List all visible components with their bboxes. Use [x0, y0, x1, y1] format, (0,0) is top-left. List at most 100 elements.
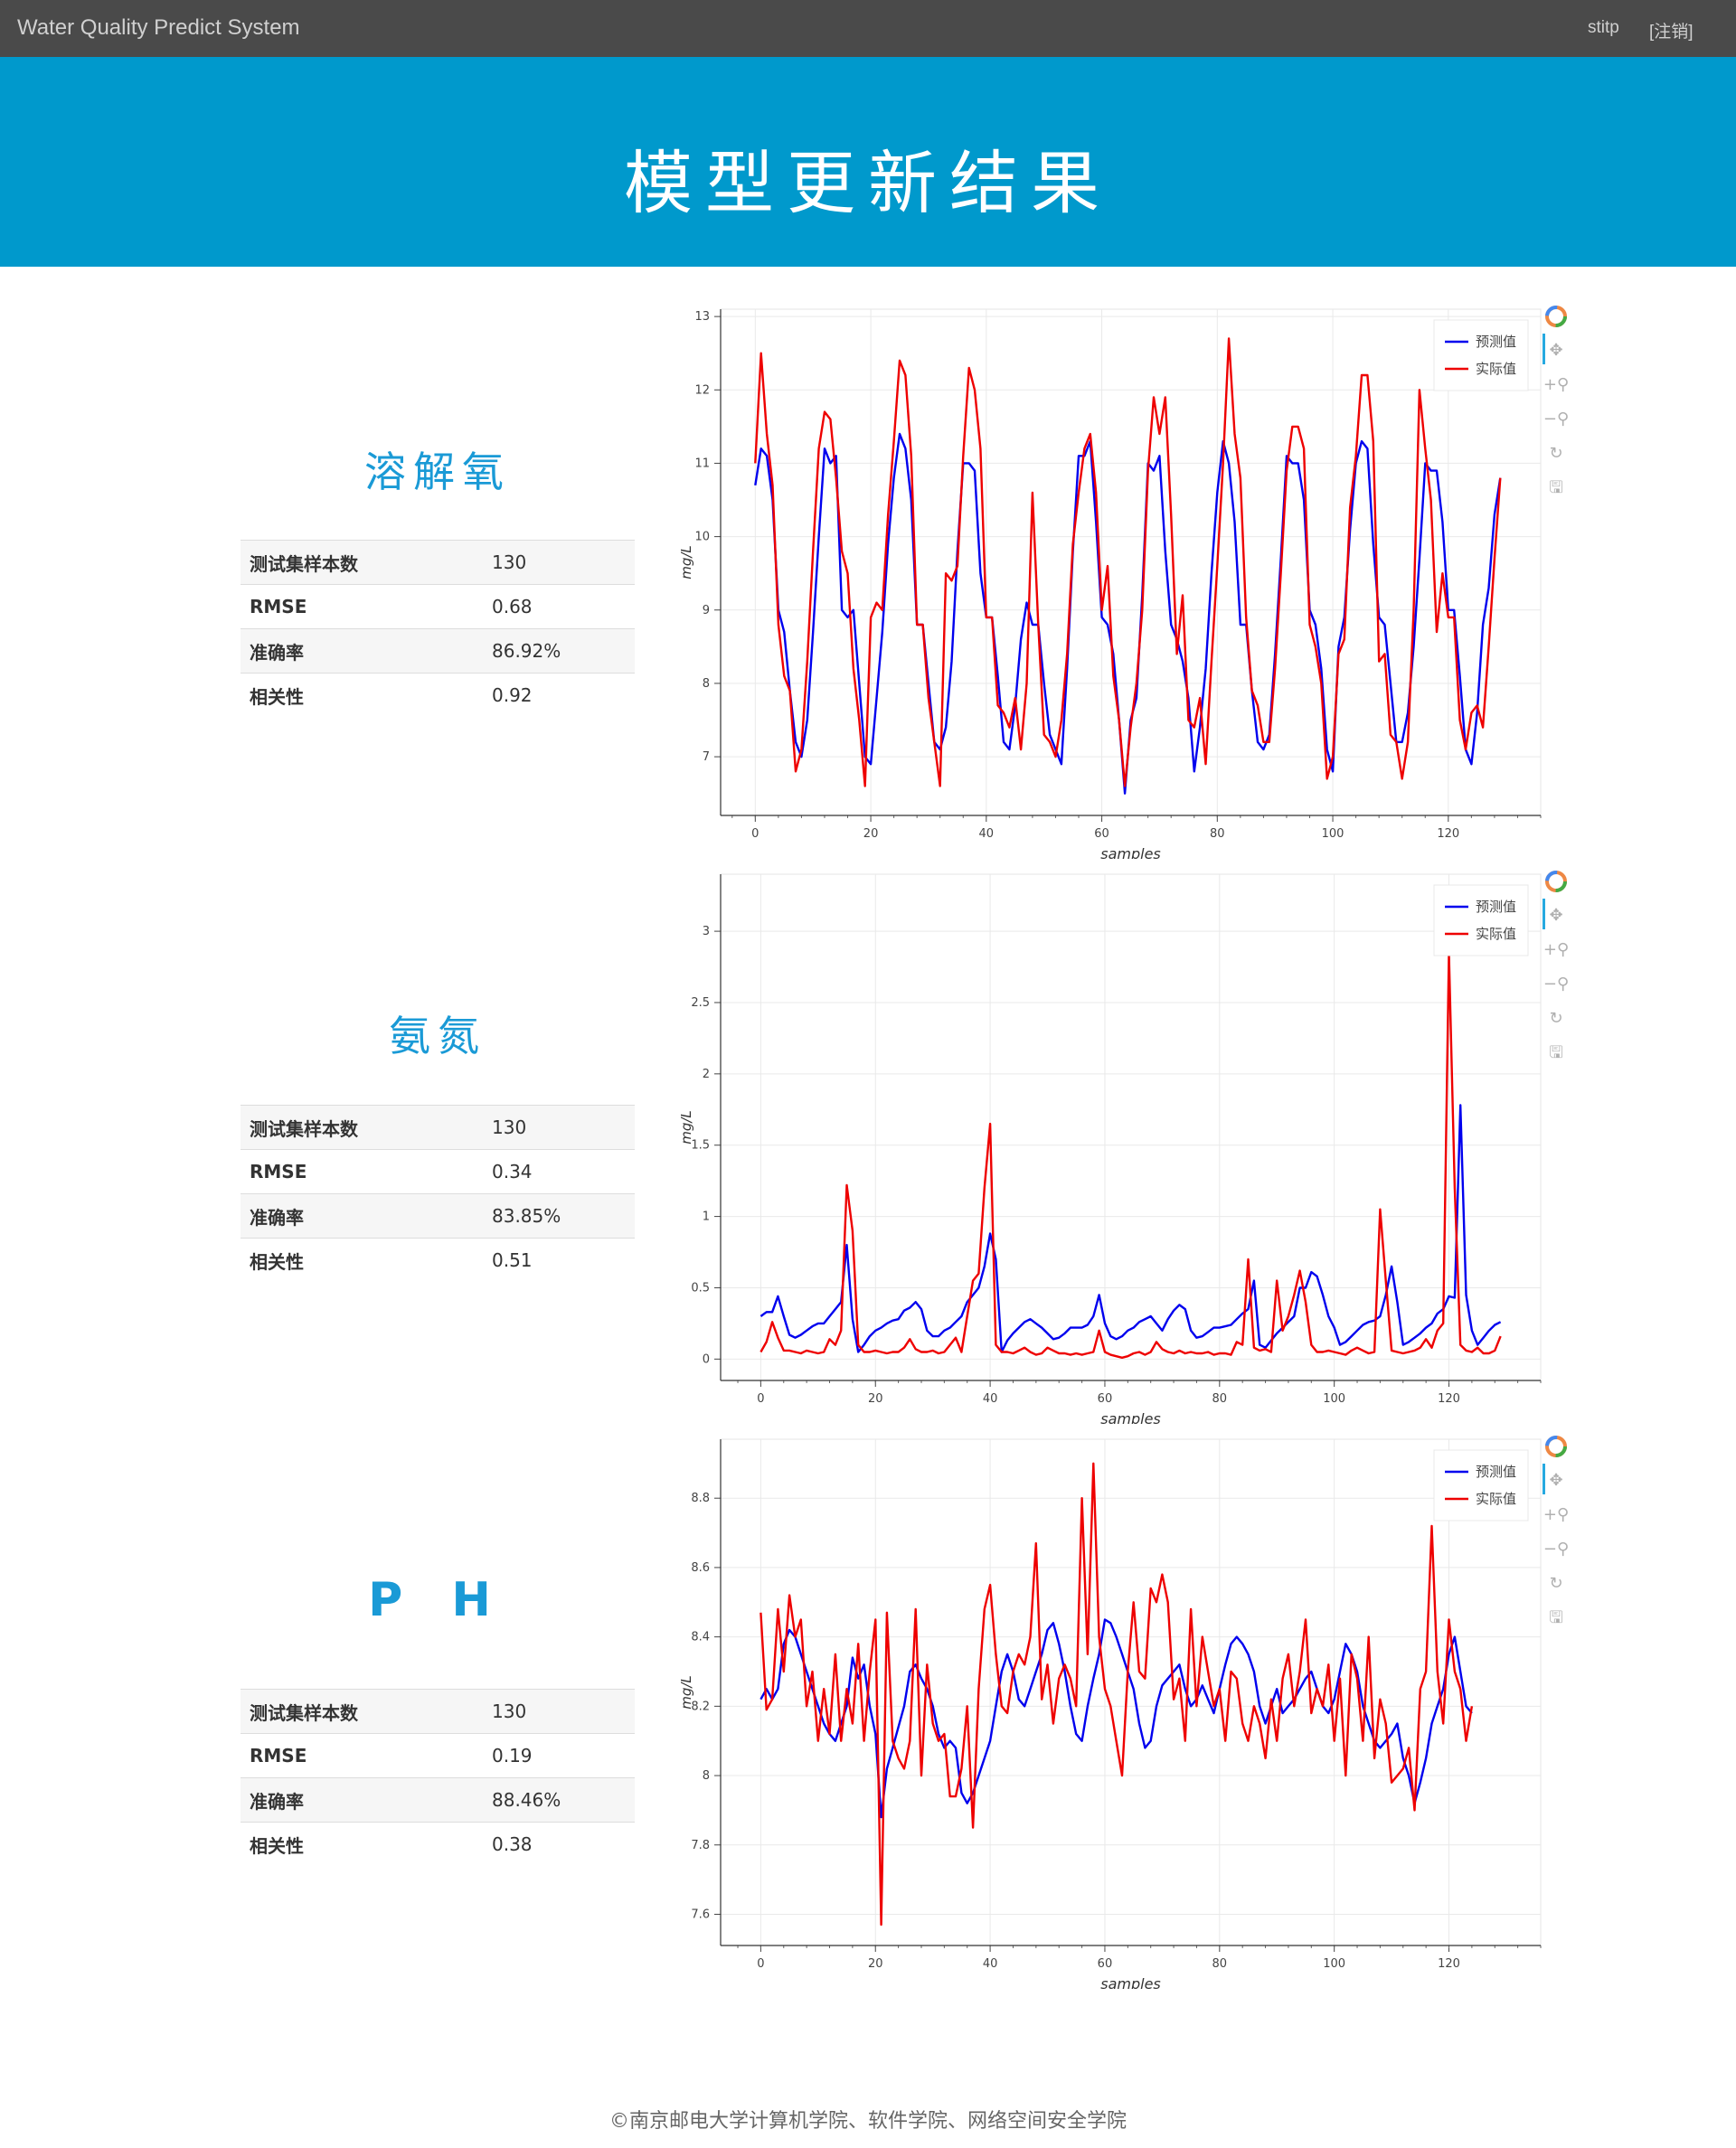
- bokeh-logo-icon[interactable]: [1543, 868, 1570, 895]
- y-tick-label: 0.5: [691, 1281, 710, 1295]
- legend-label: 实际值: [1476, 926, 1516, 942]
- reset-icon[interactable]: ↻: [1549, 1009, 1563, 1028]
- y-tick-label: 12: [694, 383, 710, 397]
- metric-row: RMSE 0.68: [241, 584, 635, 629]
- top-navbar: Water Quality Predict System stitp [注销]: [0, 0, 1736, 57]
- username-link[interactable]: stitp: [1588, 18, 1619, 37]
- metric-label: RMSE: [250, 596, 307, 617]
- section-title-ph: P H: [368, 1573, 507, 1627]
- x-tick-label: 60: [1094, 827, 1109, 841]
- metric-value: 0.34: [492, 1161, 533, 1182]
- metric-row: 测试集样本数 130: [241, 540, 635, 585]
- chart-do[interactable]: 0 20 40 60 80 100 120 7 8 9 10 11 12 13 samples mg/L 预测值…: [660, 298, 1564, 862]
- x-tick-label: 100: [1323, 1957, 1345, 1971]
- x-tick-label: 100: [1322, 827, 1344, 841]
- x-tick-label: 120: [1437, 827, 1459, 841]
- x-tick-label: 20: [863, 827, 879, 841]
- y-tick-label: 7: [703, 750, 710, 764]
- brand-link[interactable]: Water Quality Predict System: [17, 15, 300, 40]
- metric-row: 测试集样本数 130: [241, 1689, 635, 1734]
- metric-value: 86.92%: [492, 640, 561, 662]
- legend-label: 实际值: [1476, 361, 1516, 377]
- y-axis-label: mg/L: [678, 1675, 694, 1710]
- y-tick-label: 8.4: [691, 1631, 710, 1644]
- y-tick-label: 8.6: [691, 1561, 710, 1575]
- chart-svg-do[interactable]: 0 20 40 60 80 100 120 7 8 9 10 11 12 13 samples mg/L 预测值…: [660, 298, 1564, 862]
- legend-label: 实际值: [1476, 1491, 1516, 1507]
- plot-area: [720, 1438, 1542, 1946]
- zoom-out-icon[interactable]: −⚲: [1543, 410, 1570, 429]
- x-tick-label: 40: [983, 1957, 998, 1971]
- y-tick-label: 8: [703, 1769, 710, 1783]
- active-tool-indicator: [1543, 334, 1545, 364]
- zoom-in-icon[interactable]: +⚲: [1543, 1505, 1570, 1524]
- reset-icon[interactable]: ↻: [1549, 1574, 1563, 1593]
- zoom-out-icon[interactable]: −⚲: [1543, 975, 1570, 994]
- chart-svg-nh3[interactable]: 0 20 40 60 80 100 120 0 0.5 1 1.5 2 2.5 3 samples mg/L 预…: [660, 863, 1564, 1427]
- x-axis-label: samples: [1100, 1410, 1161, 1424]
- reset-icon[interactable]: ↻: [1549, 444, 1563, 463]
- zoom-out-icon[interactable]: −⚲: [1543, 1540, 1570, 1559]
- metric-row: 测试集样本数 130: [241, 1105, 635, 1150]
- bokeh-logo-icon[interactable]: [1543, 303, 1570, 330]
- x-tick-label: 20: [868, 1392, 883, 1406]
- y-tick-label: 1.5: [691, 1139, 710, 1153]
- save-icon[interactable]: 🖫: [1549, 1608, 1563, 1627]
- metric-value: 0.38: [492, 1833, 533, 1856]
- chart-ph[interactable]: 0 20 40 60 80 100 120 7.6 7.8 8 8.2 8.4 8.6 8.8 sample…: [660, 1428, 1564, 1993]
- active-tool-indicator: [1543, 1464, 1545, 1494]
- metric-label: 测试集样本数: [250, 1117, 358, 1140]
- save-icon[interactable]: 🖫: [1549, 1043, 1563, 1062]
- metrics-table-nh3: 测试集样本数 130 RMSE 0.34 准确率 83.85% 相关性 0.51: [241, 1105, 635, 1283]
- legend-label: 预测值: [1476, 899, 1516, 915]
- x-tick-label: 80: [1210, 827, 1225, 841]
- y-tick-label: 8.2: [691, 1700, 710, 1713]
- y-axis-label: mg/L: [678, 1110, 694, 1145]
- metric-row: RMSE 0.34: [241, 1149, 635, 1194]
- metric-value: 130: [492, 1700, 527, 1722]
- legend-box: [1433, 319, 1529, 391]
- y-tick-label: 7.8: [691, 1839, 710, 1852]
- metrics-table-ph: 测试集样本数 130 RMSE 0.19 准确率 88.46% 相关性 0.38: [241, 1689, 635, 1867]
- metrics-table-do: 测试集样本数 130 RMSE 0.68 准确率 86.92% 相关性 0.92: [241, 540, 635, 718]
- metric-label: 准确率: [250, 1206, 304, 1229]
- bokeh-logo-icon[interactable]: [1543, 1433, 1570, 1460]
- legend-box: [1433, 1449, 1529, 1522]
- metric-row: 相关性 0.51: [241, 1238, 635, 1283]
- y-tick-label: 13: [694, 310, 710, 324]
- pan-icon[interactable]: ✥: [1549, 341, 1563, 360]
- series-line-predicted: [760, 1104, 1502, 1353]
- metric-label: RMSE: [250, 1161, 307, 1182]
- x-tick-label: 80: [1212, 1957, 1228, 1971]
- metric-label: 准确率: [250, 641, 304, 664]
- section-title-nh3: 氨氮: [389, 1012, 486, 1060]
- series-line-actual: [760, 1462, 1474, 1927]
- y-tick-label: 7.6: [691, 1908, 710, 1921]
- series-line-actual: [760, 951, 1502, 1359]
- x-tick-label: 120: [1438, 1957, 1460, 1971]
- metric-label: 准确率: [250, 1790, 304, 1813]
- y-tick-label: 0: [703, 1352, 710, 1366]
- chart-nh3[interactable]: 0 20 40 60 80 100 120 0 0.5 1 1.5 2 2.5 3 samples mg/L 预…: [660, 863, 1564, 1427]
- x-tick-label: 40: [979, 827, 995, 841]
- chart-svg-ph[interactable]: 0 20 40 60 80 100 120 7.6 7.8 8 8.2 8.4 8.6 8.8 sample…: [660, 1428, 1564, 1993]
- zoom-in-icon[interactable]: +⚲: [1543, 375, 1570, 394]
- metric-label: 相关性: [250, 1834, 304, 1857]
- metric-row: RMSE 0.19: [241, 1733, 635, 1778]
- save-icon[interactable]: 🖫: [1549, 478, 1563, 497]
- metric-value: 88.46%: [492, 1789, 561, 1811]
- metric-value: 130: [492, 1116, 527, 1138]
- y-tick-label: 2.5: [691, 996, 710, 1010]
- y-tick-label: 3: [703, 925, 710, 938]
- metric-row: 准确率 86.92%: [241, 628, 635, 674]
- series-line-actual: [754, 337, 1502, 787]
- x-tick-label: 0: [751, 827, 759, 841]
- y-axis-label: mg/L: [678, 545, 694, 579]
- x-tick-label: 100: [1323, 1392, 1345, 1406]
- logout-link[interactable]: [注销]: [1649, 23, 1694, 42]
- pan-icon[interactable]: ✥: [1549, 906, 1563, 925]
- pan-icon[interactable]: ✥: [1549, 1471, 1563, 1490]
- zoom-in-icon[interactable]: +⚲: [1543, 940, 1570, 959]
